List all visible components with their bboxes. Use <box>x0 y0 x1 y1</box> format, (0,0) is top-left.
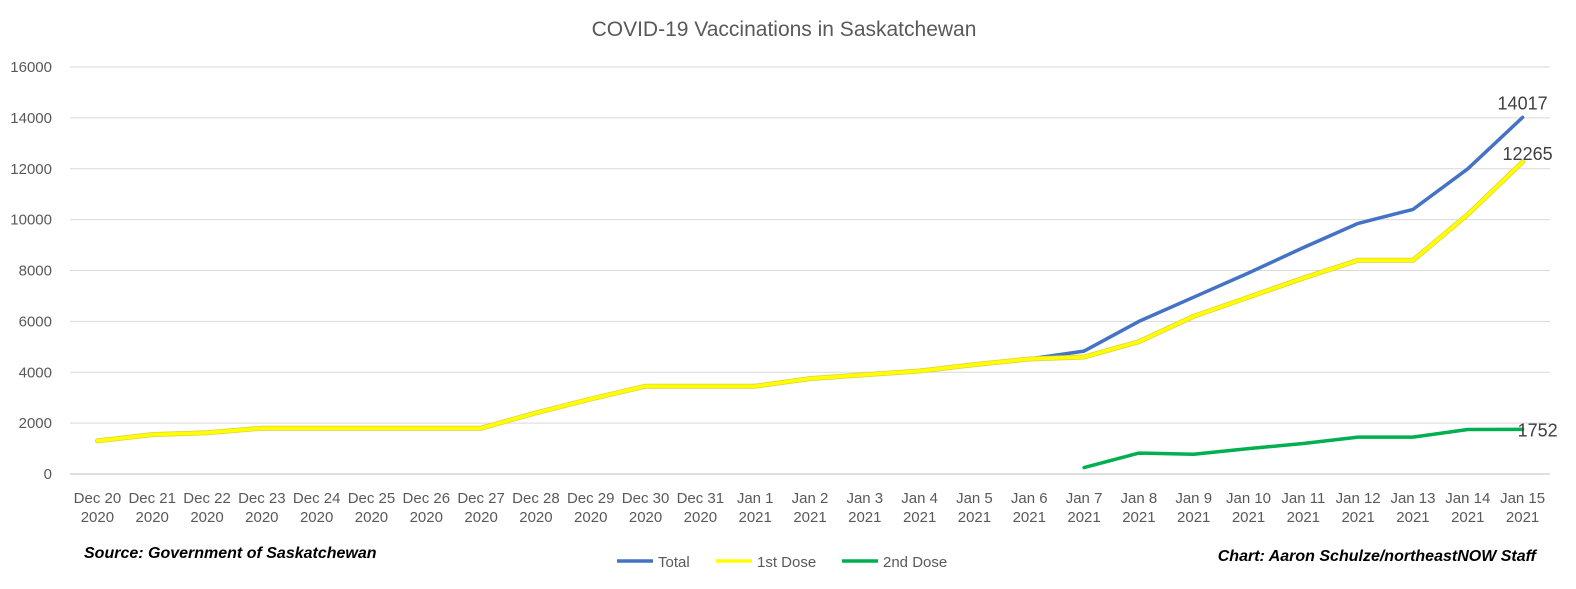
y-tick-label: 6000 <box>19 313 52 330</box>
chart-credit: Chart: Aaron Schulze/northeastNOW Staff <box>1217 548 1536 565</box>
x-tick-label: Jan 12 2021 <box>1336 490 1381 526</box>
x-tick-label: Dec 26 2020 <box>403 490 451 526</box>
x-tick-label: Dec 23 2020 <box>238 490 286 526</box>
data-label-2nd-dose: 1752 <box>1518 420 1558 440</box>
y-tick-label: 10000 <box>10 212 52 229</box>
series-lines <box>94 115 1526 470</box>
x-tick-label: Jan 3 2021 <box>846 490 883 526</box>
data-label-1st-dose: 12265 <box>1503 144 1553 164</box>
x-tick-label: Dec 28 2020 <box>512 490 560 526</box>
y-tick-label: 12000 <box>10 161 52 178</box>
y-tick-label: 16000 <box>10 59 52 76</box>
series-line-2nd-dose <box>1082 427 1525 470</box>
gridlines <box>70 66 1550 475</box>
x-tick-label: Dec 24 2020 <box>293 490 341 526</box>
series-line-1st-dose <box>95 160 1525 443</box>
y-tick-label: 4000 <box>19 364 52 381</box>
data-labels: 14017 12265 1752 <box>1498 93 1558 440</box>
x-tick-label: Jan 6 2021 <box>1011 490 1048 526</box>
x-tick-label: Dec 21 2020 <box>128 490 176 526</box>
legend-label: 1st Dose <box>757 554 816 571</box>
x-tick-label: Jan 7 2021 <box>1066 490 1103 526</box>
y-tick-label: 8000 <box>19 263 52 280</box>
x-tick-label: Jan 14 2021 <box>1445 490 1490 526</box>
y-tick-label: 2000 <box>19 415 52 432</box>
source-note: Source: Government of Saskatchewan <box>84 545 377 562</box>
series-line-total <box>95 115 1525 443</box>
legend: Total 1st Dose 2nd Dose <box>617 554 947 571</box>
x-tick-label: Dec 20 2020 <box>74 490 122 526</box>
legend-label: Total <box>658 554 690 571</box>
x-tick-label: Dec 30 2020 <box>622 490 670 526</box>
y-tick-label: 0 <box>44 466 52 483</box>
data-label-total: 14017 <box>1498 93 1548 113</box>
x-tick-label: Jan 2 2021 <box>792 490 829 526</box>
x-tick-label: Jan 9 2021 <box>1175 490 1212 526</box>
x-tick-label: Jan 15 2021 <box>1500 490 1545 526</box>
x-tick-label: Dec 31 2020 <box>677 490 725 526</box>
x-tick-label: Jan 8 2021 <box>1121 490 1158 526</box>
legend-label: 2nd Dose <box>883 554 947 571</box>
series-outline-1st-dose <box>94 159 1526 444</box>
chart-title: COVID-19 Vaccinations in Saskatchewan <box>592 18 977 41</box>
y-axis: 0 2000 4000 6000 8000 10000 12000 14000 16000 <box>10 59 52 483</box>
y-tick-label: 14000 <box>10 110 52 127</box>
x-tick-label: Dec 29 2020 <box>567 490 615 526</box>
x-tick-label: Jan 1 2021 <box>737 490 774 526</box>
x-tick-label: Dec 27 2020 <box>457 490 505 526</box>
x-tick-label: Jan 10 2021 <box>1226 490 1271 526</box>
x-tick-label: Jan 5 2021 <box>956 490 993 526</box>
x-tick-label: Dec 25 2020 <box>348 490 396 526</box>
x-tick-label: Jan 11 2021 <box>1281 490 1325 526</box>
x-tick-label: Dec 22 2020 <box>183 490 231 526</box>
x-tick-label: Jan 13 2021 <box>1390 490 1435 526</box>
x-tick-label: Jan 4 2021 <box>901 490 938 526</box>
